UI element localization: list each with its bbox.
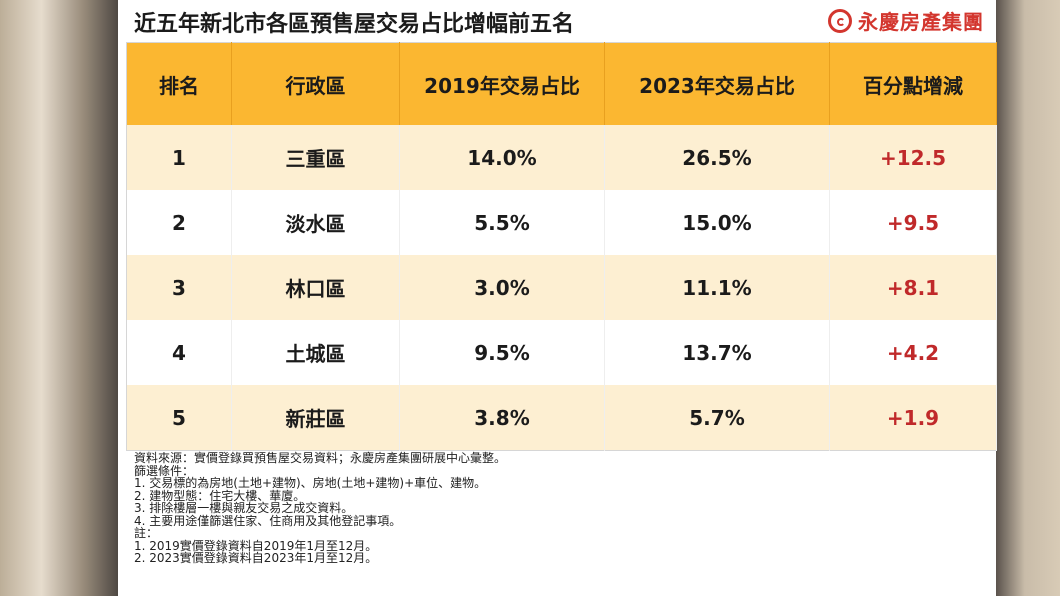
brand-name: 永慶房產集團: [858, 10, 984, 34]
column-header: 百分點增減: [829, 42, 997, 125]
filter-heading: 篩選條件：: [134, 463, 195, 478]
table-row: 4 土城區 9.5% 13.7% +4.2: [126, 320, 997, 385]
remark-item: 2. 2023實價登錄資料自2023年1月至12月。: [134, 551, 378, 565]
rank-cell: 5: [126, 385, 232, 451]
district-cell: 林口區: [231, 255, 400, 320]
table-header-row: 排名 行政區 2019年交易占比 2023年交易占比 百分點增減: [126, 42, 997, 125]
share-2019-cell: 5.5%: [399, 190, 605, 255]
point-change-cell: +9.5: [829, 190, 997, 255]
rank-cell: 2: [126, 190, 232, 255]
share-2023-cell: 11.1%: [604, 255, 830, 320]
source-note: 資料來源：實價登錄買預售屋交易資料；永慶房產集團研展中心彙整。: [134, 451, 507, 465]
share-2019-cell: 3.0%: [399, 255, 605, 320]
filter-item: 3. 排除樓層一樓與親友交易之成交資料。: [134, 501, 354, 515]
share-2023-cell: 5.7%: [604, 385, 830, 451]
rank-cell: 4: [126, 320, 232, 385]
point-change-cell: +4.2: [829, 320, 997, 385]
share-2023-cell: 15.0%: [604, 190, 830, 255]
share-2023-cell: 13.7%: [604, 320, 830, 385]
background-left-panel: [0, 0, 118, 596]
background-right-panel: [996, 0, 1060, 596]
table-row: 5 新莊區 3.8% 5.7% +1.9: [126, 385, 997, 451]
ranking-table: 排名 行政區 2019年交易占比 2023年交易占比 百分點增減 1 三重區 1…: [126, 42, 997, 451]
filter-item: 4. 主要用途僅篩選住家、住商用及其他登記事項。: [134, 513, 402, 528]
rank-cell: 1: [126, 125, 232, 190]
remark-heading: 註：: [134, 526, 159, 540]
column-header: 排名: [126, 42, 232, 125]
share-2019-cell: 9.5%: [399, 320, 605, 385]
column-header: 行政區: [231, 42, 400, 125]
table-row: 3 林口區 3.0% 11.1% +8.1: [126, 255, 997, 320]
brand: 永慶房產集團: [828, 6, 984, 35]
district-cell: 新莊區: [231, 385, 400, 451]
point-change-cell: +1.9: [829, 385, 997, 451]
column-header: 2019年交易占比: [399, 42, 605, 125]
district-cell: 淡水區: [231, 190, 400, 255]
footnotes: 資料來源：實價登錄買預售屋交易資料；永慶房產集團研展中心彙整。 篩選條件： 1.…: [134, 452, 506, 565]
district-cell: 三重區: [231, 125, 400, 190]
infographic-card: 近五年新北市各區預售屋交易占比增幅前五名 永慶房產集團 排名 行政區 2019年…: [118, 0, 997, 596]
district-cell: 土城區: [231, 320, 400, 385]
page-title: 近五年新北市各區預售屋交易占比增幅前五名: [134, 12, 575, 37]
table-row: 1 三重區 14.0% 26.5% +12.5: [126, 125, 997, 190]
yungching-logo-icon: [828, 8, 852, 33]
filter-item: 2. 建物型態：住宅大樓、華廈。: [134, 488, 306, 503]
filter-item: 1. 交易標的為房地(土地+建物)、房地(土地+建物)+車位、建物。: [134, 476, 487, 490]
point-change-cell: +12.5: [829, 125, 997, 190]
share-2023-cell: 26.5%: [604, 125, 830, 190]
share-2019-cell: 14.0%: [399, 125, 605, 190]
share-2019-cell: 3.8%: [399, 385, 605, 451]
point-change-cell: +8.1: [829, 255, 997, 320]
remark-item: 1. 2019實價登錄資料自2019年1月至12月。: [134, 538, 378, 553]
rank-cell: 3: [126, 255, 232, 320]
table-row: 2 淡水區 5.5% 15.0% +9.5: [126, 190, 997, 255]
column-header: 2023年交易占比: [604, 42, 830, 125]
